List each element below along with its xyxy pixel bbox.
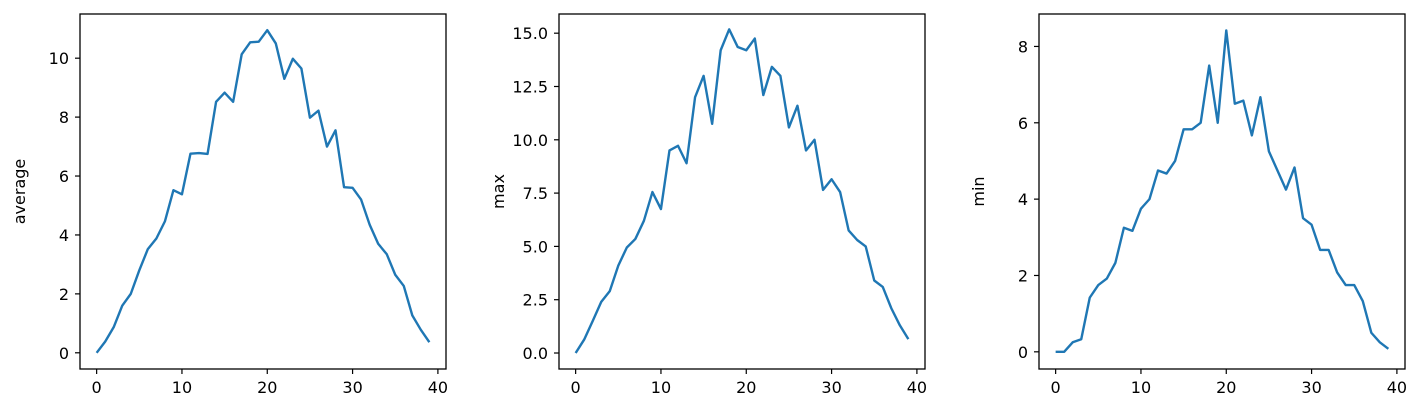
x-tick-label: 20 <box>257 378 277 397</box>
y-tick-label: 5.0 <box>523 237 548 256</box>
x-tick-label: 10 <box>172 378 192 397</box>
y-tick-label: 2 <box>59 285 69 304</box>
y-tick-label: 10.0 <box>512 131 548 150</box>
x-tick-label: 0 <box>571 378 581 397</box>
x-tick-label: 30 <box>342 378 362 397</box>
y-tick-label: 6 <box>1018 114 1028 133</box>
y-axis-label: min <box>969 176 988 206</box>
x-tick-label: 40 <box>428 378 448 397</box>
x-tick-label: 40 <box>907 378 927 397</box>
x-tick-label: 0 <box>1051 378 1061 397</box>
x-tick-label: 20 <box>1216 378 1236 397</box>
series-line-1 <box>95 29 431 354</box>
x-tick-label: 10 <box>1131 378 1151 397</box>
y-tick-label: 10 <box>49 49 69 68</box>
y-tick-label: 2.5 <box>523 291 548 310</box>
plot-frame <box>1038 13 1406 370</box>
y-tick-label: 0 <box>1018 343 1028 362</box>
series-line-1 <box>574 28 910 354</box>
y-tick-label: 2 <box>1018 266 1028 285</box>
y-axis-label: max <box>489 174 508 209</box>
y-tick-label: 8 <box>59 108 69 127</box>
y-axis-label: average <box>10 159 29 225</box>
y-tick-label: 0 <box>59 344 69 363</box>
x-tick-label: 30 <box>1301 378 1321 397</box>
y-tick-label: 0.0 <box>523 344 548 363</box>
y-tick-label: 7.5 <box>523 184 548 203</box>
x-tick-label: 0 <box>92 378 102 397</box>
x-tick-label: 10 <box>651 378 671 397</box>
plot-frame <box>79 13 447 370</box>
y-tick-label: 12.5 <box>512 77 548 96</box>
chart-panel-2: 0 10 20 30 40 0.0 2.5 5.0 7.5 10.0 12.5 15.0 max <box>489 13 927 397</box>
y-tick-label: 8 <box>1018 37 1028 56</box>
y-tick-label: 15.0 <box>512 24 548 43</box>
y-tick-label: 6 <box>59 167 69 186</box>
x-tick-label: 40 <box>1387 378 1407 397</box>
y-tick-label: 4 <box>59 226 69 245</box>
series-line-1 <box>1055 29 1390 354</box>
x-tick-label: 20 <box>736 378 756 397</box>
y-tick-label: 4 <box>1018 190 1028 209</box>
chart-panel-1: 0 10 20 30 40 0 2 4 6 8 10 average <box>10 13 448 397</box>
plot-frame <box>558 13 926 370</box>
x-tick-label: 30 <box>821 378 841 397</box>
chart-panel-3: 0 10 20 30 40 0 2 4 6 8 min <box>969 13 1407 397</box>
